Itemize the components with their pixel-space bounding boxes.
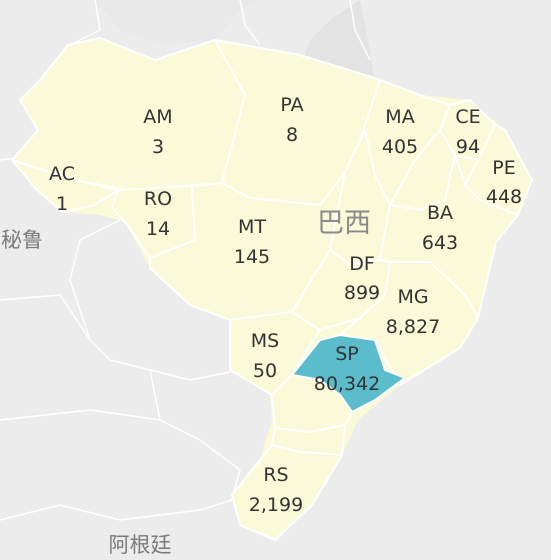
- state-value-ro: 14: [146, 218, 170, 240]
- country-label-argentina: 阿根廷: [109, 533, 172, 557]
- state-code-ac: AC: [49, 163, 75, 185]
- country-label-brazil: 巴西: [317, 208, 371, 239]
- state-code-df: DF: [349, 253, 375, 275]
- state-code-am: AM: [143, 106, 172, 128]
- state-code-pa: PA: [280, 94, 303, 116]
- state-value-ac: 1: [56, 193, 68, 215]
- state-code-pe: PE: [492, 157, 515, 179]
- state-value-ma: 405: [382, 136, 418, 158]
- country-label-peru: 秘鲁: [1, 228, 43, 252]
- state-value-mg: 8,827: [386, 316, 440, 338]
- state-value-pa: 8: [286, 124, 298, 146]
- state-mg[interactable]: [339, 261, 479, 386]
- state-value-ce: 94: [456, 136, 480, 158]
- state-value-pe: 448: [486, 186, 522, 208]
- state-value-rs: 2,199: [249, 494, 303, 516]
- state-value-ba: 643: [422, 232, 458, 254]
- state-code-ma: MA: [385, 106, 414, 128]
- state-code-mt: MT: [238, 216, 266, 238]
- state-rs[interactable]: [231, 444, 343, 541]
- state-code-ro: RO: [144, 188, 172, 210]
- state-code-sp: SP: [335, 343, 359, 365]
- state-value-df: 899: [344, 282, 380, 304]
- state-value-sp: 80,342: [314, 373, 380, 395]
- country-borders: [0, 0, 371, 521]
- state-code-ba: BA: [427, 202, 453, 224]
- state-code-ms: MS: [251, 330, 279, 352]
- state-code-rs: RS: [263, 464, 288, 486]
- state-value-ms: 50: [253, 360, 277, 382]
- state-ac[interactable]: [11, 159, 119, 213]
- state-code-ce: CE: [455, 106, 480, 128]
- state-value-am: 3: [152, 136, 164, 158]
- state-code-mg: MG: [397, 286, 428, 308]
- state-value-mt: 145: [234, 246, 270, 268]
